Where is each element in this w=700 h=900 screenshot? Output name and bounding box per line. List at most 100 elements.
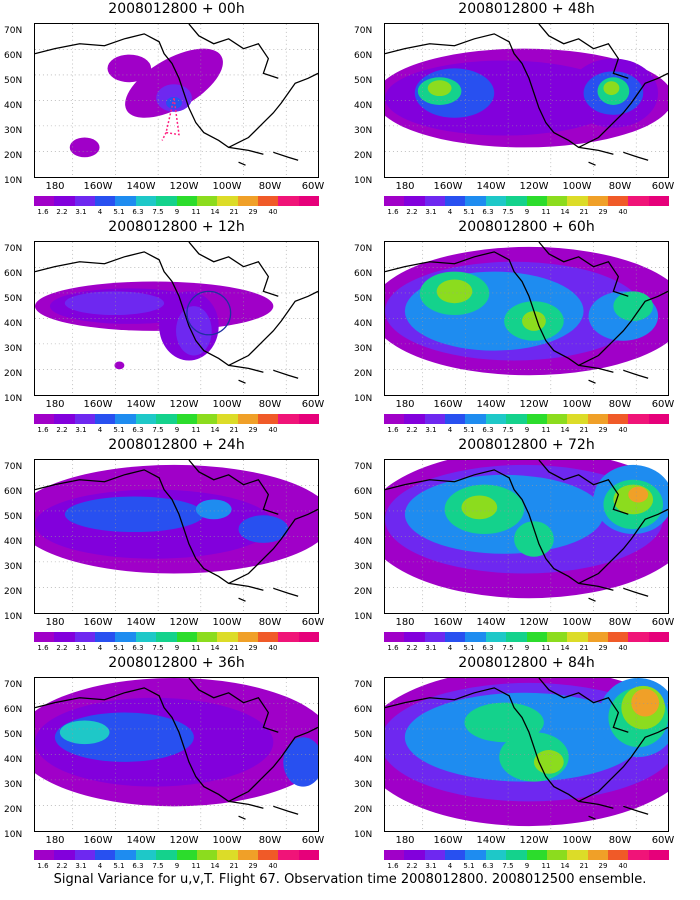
colorbar-swatch (384, 196, 405, 206)
colorbar-label: 11 (541, 426, 551, 434)
colorbar-label: 29 (598, 426, 608, 434)
latitude-label: 50N (4, 730, 23, 740)
coastline (578, 582, 649, 602)
colorbar-swatch (485, 414, 507, 424)
colorbar-swatch (278, 414, 299, 424)
longitude-label: 160W (83, 399, 113, 410)
longitude-label: 100W (562, 399, 592, 410)
colorbar-swatch (404, 850, 425, 860)
latitude-label: 10N (4, 176, 23, 186)
colorbar-label: 9 (524, 644, 530, 652)
latitude-label: 60N (354, 705, 373, 715)
coastline (188, 24, 279, 79)
colorbar-label: 40 (618, 862, 628, 870)
colorbar-swatch (445, 850, 466, 860)
colorbar-swatch (34, 414, 55, 424)
colorbar-swatch (628, 196, 649, 206)
colorbar-swatch (648, 196, 670, 206)
colorbar-label: 3.1 (75, 426, 87, 434)
map-panel: 2008012800 + 60h 70N 60N 50N 40N 30N 20N 10N 180… (350, 218, 680, 438)
colorbar-label: 21 (229, 644, 239, 652)
colorbar (384, 632, 670, 642)
colorbar-swatch (587, 196, 608, 206)
latitude-label: 40N (354, 537, 373, 547)
colorbar-swatch (546, 414, 568, 424)
colorbar-label: 11 (191, 644, 201, 652)
longitude-label: 120W (519, 399, 549, 410)
colorbar-label: 6.3 (482, 644, 494, 652)
latitude-label: 70N (354, 244, 373, 254)
colorbar-swatch (217, 196, 238, 206)
colorbar-swatch (95, 632, 116, 642)
colorbar-label: 1.6 (37, 862, 49, 870)
map-panel: 2008012800 + 24h 70N 60N 50N 40N 30N 20N 10N 180… (0, 436, 330, 656)
colorbar-swatch (546, 196, 568, 206)
latitude-label: 70N (354, 26, 373, 36)
colorbar-label: 29 (598, 862, 608, 870)
colorbar-label: 4 (447, 644, 453, 652)
colorbar-label: 29 (248, 426, 258, 434)
colorbar-swatch (567, 414, 588, 424)
colorbar-label: 5.1 (463, 862, 475, 870)
colorbar-label: 21 (229, 426, 239, 434)
variance-contour (464, 702, 544, 743)
colorbar-label: 5.1 (463, 426, 475, 434)
variance-contour (436, 279, 473, 304)
colorbar-label: 11 (191, 426, 201, 434)
colorbar-swatch (74, 414, 96, 424)
latitude-label: 70N (4, 244, 23, 254)
colorbar-label: 21 (579, 644, 589, 652)
colorbar-swatch (278, 850, 299, 860)
latitude-label: 10N (354, 830, 373, 840)
colorbar-swatch (278, 196, 299, 206)
colorbar-swatch (506, 196, 527, 206)
colorbar-label: 40 (268, 862, 278, 870)
longitude-label: 160W (433, 617, 463, 628)
map-panel: 2008012800 + 00h 70N 60N 50N 40N 30N 20N 10N 180… (0, 0, 330, 220)
colorbar-label: 5.1 (113, 426, 125, 434)
colorbar-swatch (526, 196, 547, 206)
colorbar (34, 196, 320, 206)
colorbar-swatch (404, 632, 425, 642)
longitude-label: 140W (476, 399, 506, 410)
colorbar-label: 14 (560, 208, 570, 216)
coastline (538, 678, 629, 733)
longitude-label: 160W (433, 835, 463, 846)
colorbar-swatch (34, 196, 55, 206)
longitude-label: 80W (608, 399, 632, 410)
colorbar-label: 6.3 (132, 644, 144, 652)
colorbar-swatch (648, 632, 670, 642)
colorbar-swatch (445, 414, 466, 424)
latitude-label: 50N (354, 294, 373, 304)
longitude-label: 180 (45, 835, 65, 846)
figure-caption: Signal Variance for u,v,T. Flight 67. Ob… (53, 872, 647, 887)
colorbar-label: 14 (560, 426, 570, 434)
longitude-label: 60W (301, 617, 325, 628)
longitude-label: 180 (395, 835, 415, 846)
colorbar-label: 7.5 (502, 644, 514, 652)
colorbar-swatch (156, 632, 177, 642)
colorbar-swatch (648, 414, 670, 424)
longitude-label: 60W (651, 399, 675, 410)
latitude-label: 20N (4, 369, 23, 379)
colorbar-label: 6.3 (132, 862, 144, 870)
longitude-label: 100W (562, 181, 592, 192)
variance-contour (283, 737, 318, 787)
latitude-label: 50N (354, 76, 373, 86)
latitude-label: 70N (4, 680, 23, 690)
longitude-label: 140W (126, 617, 156, 628)
colorbar-label: 1.6 (37, 426, 49, 434)
colorbar-label: 9 (174, 644, 180, 652)
panel-title: 2008012800 + 48h (458, 1, 595, 17)
latitude-label: 30N (4, 780, 23, 790)
panel-title: 2008012800 + 60h (458, 219, 595, 235)
map-panel: 2008012800 + 48h 70N 60N 50N 40N 30N 20N 10N 180… (350, 0, 680, 220)
variance-contour (69, 137, 100, 158)
longitude-label: 120W (169, 399, 199, 410)
coastline (385, 33, 668, 149)
colorbar-swatch (54, 632, 75, 642)
colorbar-label: 7.5 (152, 426, 164, 434)
latitude-label: 10N (354, 176, 373, 186)
colorbar-label: 4 (447, 208, 453, 216)
colorbar-swatch (95, 850, 116, 860)
